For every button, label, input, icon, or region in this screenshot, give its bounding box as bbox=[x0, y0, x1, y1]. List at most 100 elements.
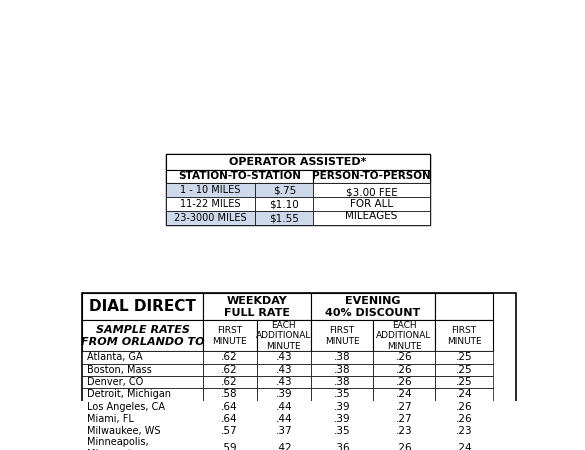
Bar bbox=[82, 292, 202, 320]
Text: Minneapolis,
Minnesota: Minneapolis, Minnesota bbox=[87, 437, 149, 450]
Bar bbox=[255, 211, 314, 225]
Bar bbox=[257, 413, 311, 425]
Bar bbox=[311, 292, 435, 320]
Text: .24: .24 bbox=[456, 389, 473, 399]
Text: .24: .24 bbox=[456, 443, 473, 450]
Bar bbox=[82, 320, 202, 351]
Bar bbox=[166, 170, 314, 183]
Bar bbox=[257, 400, 311, 413]
Text: .24: .24 bbox=[395, 389, 412, 399]
Bar bbox=[314, 170, 429, 183]
Bar bbox=[311, 351, 373, 364]
Text: PERSON-TO-PERSON: PERSON-TO-PERSON bbox=[312, 171, 431, 181]
Text: .38: .38 bbox=[333, 352, 350, 362]
Text: SAMPLE RATES
FROM ORLANDO TO: SAMPLE RATES FROM ORLANDO TO bbox=[81, 325, 204, 347]
Text: Atlanta, GA: Atlanta, GA bbox=[87, 352, 143, 362]
Bar bbox=[435, 292, 493, 320]
Bar bbox=[435, 437, 493, 450]
Bar bbox=[311, 437, 373, 450]
Bar bbox=[311, 413, 373, 425]
Bar bbox=[257, 425, 311, 437]
Bar bbox=[82, 351, 202, 364]
Bar bbox=[314, 183, 429, 197]
Bar bbox=[202, 425, 257, 437]
Text: .26: .26 bbox=[456, 402, 473, 412]
Text: .44: .44 bbox=[276, 414, 292, 424]
Text: .26: .26 bbox=[395, 352, 412, 362]
Bar bbox=[311, 364, 373, 376]
Text: FIRST
MINUTE: FIRST MINUTE bbox=[325, 326, 359, 346]
Bar bbox=[202, 400, 257, 413]
Bar bbox=[435, 351, 493, 364]
Text: .25: .25 bbox=[456, 377, 473, 387]
Bar bbox=[435, 320, 493, 351]
Bar bbox=[166, 154, 429, 225]
Bar bbox=[257, 437, 311, 450]
Text: .23: .23 bbox=[456, 426, 473, 436]
Bar bbox=[257, 388, 311, 401]
Bar bbox=[82, 425, 202, 437]
Text: DIAL DIRECT: DIAL DIRECT bbox=[89, 299, 196, 314]
Bar bbox=[373, 437, 435, 450]
Text: .27: .27 bbox=[395, 414, 412, 424]
Text: .62: .62 bbox=[221, 364, 238, 375]
Bar bbox=[435, 425, 493, 437]
Bar bbox=[311, 400, 373, 413]
Bar bbox=[82, 388, 202, 401]
Bar bbox=[202, 364, 257, 376]
Text: .26: .26 bbox=[456, 414, 473, 424]
Text: .58: .58 bbox=[221, 389, 238, 399]
Text: .35: .35 bbox=[333, 426, 350, 436]
Text: FIRST
MINUTE: FIRST MINUTE bbox=[447, 326, 481, 346]
Text: .26: .26 bbox=[395, 443, 412, 450]
Bar bbox=[311, 376, 373, 388]
Bar bbox=[202, 413, 257, 425]
Bar bbox=[373, 364, 435, 376]
Bar bbox=[373, 376, 435, 388]
Text: .27: .27 bbox=[395, 402, 412, 412]
Bar bbox=[373, 400, 435, 413]
Text: EACH
ADDITIONAL
MINUTE: EACH ADDITIONAL MINUTE bbox=[256, 320, 312, 351]
Text: .59: .59 bbox=[221, 443, 238, 450]
Bar bbox=[435, 413, 493, 425]
Bar bbox=[373, 351, 435, 364]
Text: FIRST
MINUTE: FIRST MINUTE bbox=[212, 326, 247, 346]
Text: .44: .44 bbox=[276, 402, 292, 412]
Bar bbox=[202, 292, 311, 320]
Text: $1.10: $1.10 bbox=[270, 199, 299, 209]
Bar bbox=[314, 211, 429, 225]
Text: 23-3000 MILES: 23-3000 MILES bbox=[174, 213, 247, 223]
Text: EACH
ADDITIONAL
MINUTE: EACH ADDITIONAL MINUTE bbox=[376, 320, 432, 351]
Bar bbox=[373, 388, 435, 401]
Bar bbox=[255, 183, 314, 197]
Bar bbox=[257, 364, 311, 376]
Bar bbox=[311, 388, 373, 401]
Text: .42: .42 bbox=[276, 443, 292, 450]
Bar bbox=[202, 437, 257, 450]
Text: $.75: $.75 bbox=[273, 185, 296, 195]
Text: .57: .57 bbox=[221, 426, 238, 436]
Text: .26: .26 bbox=[395, 364, 412, 375]
Bar bbox=[82, 292, 517, 450]
Bar bbox=[311, 320, 373, 351]
Text: 11-22 MILES: 11-22 MILES bbox=[180, 199, 241, 209]
Text: Milwaukee, WS: Milwaukee, WS bbox=[87, 426, 160, 436]
Text: Detroit, Michigan: Detroit, Michigan bbox=[87, 389, 171, 399]
Bar bbox=[257, 351, 311, 364]
Bar bbox=[82, 364, 202, 376]
Text: STATION-TO-STATION: STATION-TO-STATION bbox=[178, 171, 301, 181]
Text: .37: .37 bbox=[276, 426, 292, 436]
Text: .25: .25 bbox=[456, 352, 473, 362]
Text: .43: .43 bbox=[276, 352, 292, 362]
Text: .36: .36 bbox=[333, 443, 350, 450]
Text: .23: .23 bbox=[395, 426, 412, 436]
Bar bbox=[82, 437, 202, 450]
Text: .39: .39 bbox=[276, 389, 292, 399]
Text: .39: .39 bbox=[333, 414, 350, 424]
Bar bbox=[202, 388, 257, 401]
Bar bbox=[82, 413, 202, 425]
Bar bbox=[255, 197, 314, 211]
Text: WEEKDAY
FULL RATE: WEEKDAY FULL RATE bbox=[224, 296, 290, 318]
Text: .38: .38 bbox=[333, 364, 350, 375]
Text: .39: .39 bbox=[333, 402, 350, 412]
